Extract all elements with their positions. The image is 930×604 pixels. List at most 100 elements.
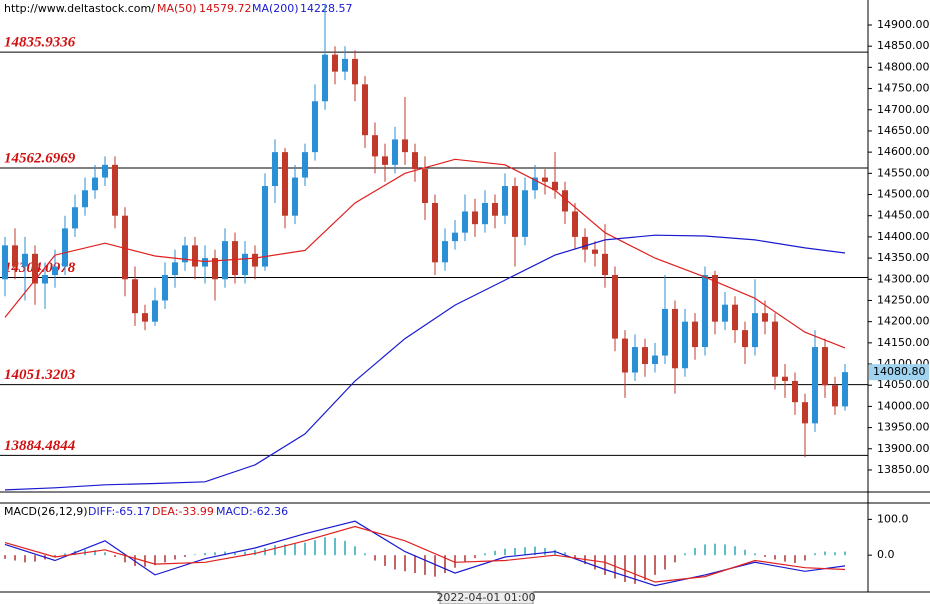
candle-body [342,58,348,72]
candle-body [152,300,158,322]
candle-body [822,347,828,386]
candle-body [612,275,618,339]
candle-body [72,207,78,229]
candle-body [582,236,588,250]
candle-body [102,164,108,178]
candle-body [412,152,418,170]
candle-body [252,253,258,267]
candle-body [522,190,528,237]
candle-body [382,156,388,165]
candle-body [532,177,538,191]
ma-label: MA(50) [157,2,197,15]
candle-body [122,215,128,280]
line-series [4,520,846,587]
y-tick-label: 14350.00 [877,251,930,264]
candle-body [662,308,668,356]
candle-body [572,211,578,237]
candle-body [292,177,298,216]
candle-body [842,372,848,407]
candle-body [772,321,778,377]
candle-body [472,211,478,225]
candle-body [282,152,288,216]
candle-body [562,190,568,212]
y-tick-label: 14200.00 [877,315,930,328]
y-tick-label: 13900.00 [877,442,930,455]
candle-body [112,164,118,216]
candle-body [732,304,738,331]
candle-body [62,228,68,267]
last-price-box [869,364,929,381]
candle-body [302,152,308,178]
candle-body [212,258,218,280]
candle-body [202,258,208,267]
candle-body [42,275,48,284]
candle-body [352,58,358,85]
candle-body [142,313,148,322]
candle-body [22,253,28,267]
y-tick-label: 14800.00 [877,60,930,73]
y-tick-label: 14600.00 [877,145,930,158]
candle-body [642,347,648,365]
candle-body [722,304,728,322]
level-label: 14051.3203 [4,367,76,383]
y-tick-label: 14750.00 [877,82,930,95]
candle-body [622,338,628,373]
candle-body [462,211,468,233]
last-price-label: 14080.80 [873,365,926,378]
candle-body [262,186,268,267]
y-tick-label: 14050.00 [877,378,930,391]
candle-body [752,313,758,348]
candle-body [652,355,658,365]
candle-body [742,330,748,348]
candle-body [482,202,488,225]
candle-body [182,245,188,263]
candle-body [542,177,548,182]
candle-body [682,321,688,369]
candle-body [232,241,238,276]
line-series [4,525,846,583]
candle-body [82,190,88,208]
candle-body [192,245,198,267]
line-series [4,158,846,349]
source-url: http://www.deltastock.com/ [4,2,155,15]
y-tick-label: 13950.00 [877,421,930,434]
line-series [4,234,846,491]
candle-body [132,279,138,314]
candle-body [832,385,838,407]
candle-body [692,321,698,348]
x-marker-box [439,591,534,604]
candle-body [392,139,398,165]
dea-label: DEA:-33.99 [152,505,214,518]
candle-body [812,347,818,424]
candle-body [422,169,428,203]
macd-label: MACD:-62.36 [216,505,288,518]
level-label: 14835.9336 [4,35,76,51]
candle-body [782,376,788,381]
macd-title: MACD(26,12,9) [4,505,88,518]
candle-body [52,266,58,276]
candle-body [502,186,508,216]
y-tick-label: 0.0 [877,548,895,561]
y-tick-label: 14450.00 [877,209,930,222]
candle-body [32,253,38,284]
candle-body [632,347,638,373]
y-tick-label: 13850.00 [877,463,930,476]
candle-body [162,275,168,301]
y-tick-label: 14500.00 [877,188,930,201]
candle-body [312,101,318,153]
candle-body [2,245,8,280]
y-tick-label: 14150.00 [877,336,930,349]
candle-body [672,308,678,369]
candle-body [432,202,438,263]
ma-value: 14579.72 [199,2,252,15]
candle-body [442,241,448,263]
candle-body [402,139,408,153]
candle-body [332,54,338,72]
candle-body [592,249,598,254]
y-tick-label: 14250.00 [877,293,930,306]
candle-body [492,202,498,216]
candle-body [512,186,518,237]
level-label: 13884.4844 [4,438,76,454]
y-tick-label: 14850.00 [877,39,930,52]
